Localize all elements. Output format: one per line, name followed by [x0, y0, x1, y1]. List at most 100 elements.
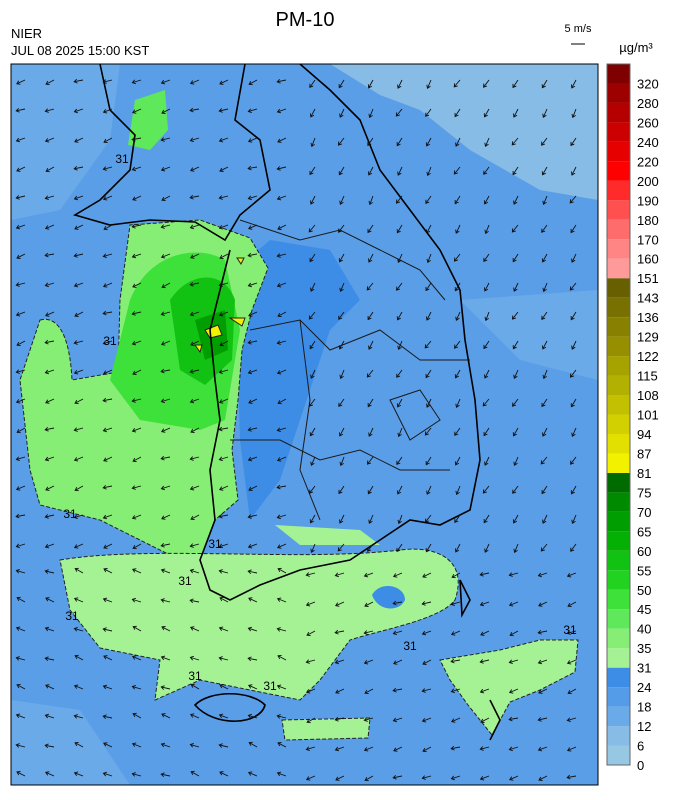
wind-arrow [73, 282, 84, 288]
color-swatch [607, 102, 630, 123]
wind-arrow [74, 398, 84, 405]
wind-arrow [190, 340, 200, 346]
wind-arrow [16, 771, 26, 777]
wind-arrow [570, 137, 577, 147]
wind-arrow [218, 626, 229, 632]
wind-arrow [277, 654, 287, 661]
wind-arrow [454, 108, 461, 118]
wind-arrow [218, 743, 229, 748]
wind-arrow [277, 311, 287, 318]
wind-arrow [483, 79, 490, 88]
color-swatch [607, 200, 630, 220]
wind-arrow [338, 340, 345, 350]
wind-arrow [569, 369, 577, 378]
wind-arrow [15, 369, 26, 374]
wind-arrow [397, 253, 403, 263]
wind-arrow [367, 311, 374, 321]
wind-arrow [131, 655, 142, 661]
wind-arrow [16, 79, 26, 85]
wind-arrow [73, 165, 84, 171]
wind-arrow [306, 717, 316, 724]
wind-arrow [396, 369, 403, 378]
level-label: 0 [637, 758, 644, 773]
wind-arrow [308, 398, 316, 407]
wind-arrow [421, 688, 432, 693]
wind-arrow [160, 772, 171, 778]
wind-arrow [513, 369, 519, 379]
wind-arrow [566, 717, 577, 723]
wind-arrow [482, 485, 490, 494]
wind-arrow [73, 714, 84, 719]
wind-arrow [276, 771, 287, 777]
province-border [230, 219, 470, 521]
wind-arrow [305, 746, 316, 752]
wind-arrow [161, 626, 171, 632]
wind-arrow [310, 543, 316, 554]
wind-arrow [103, 137, 113, 144]
wind-arrow [16, 683, 26, 690]
color-swatch [607, 395, 630, 415]
wind-arrow [102, 484, 113, 490]
wind-arrow [160, 311, 171, 317]
wind-arrow [425, 456, 432, 466]
pm-zone [275, 525, 380, 545]
wind-arrow [189, 311, 200, 317]
wind-arrow [479, 571, 490, 577]
wind-arrow [479, 746, 490, 751]
wind-arrow [363, 630, 374, 635]
color-swatch [607, 122, 630, 142]
wind-arrow [570, 398, 577, 408]
level-label: 280 [637, 96, 659, 111]
wind-arrow [566, 572, 577, 578]
low-zone [11, 64, 120, 220]
wind-arrow [44, 339, 55, 345]
wind-arrow [392, 600, 403, 606]
wind-arrow [102, 514, 113, 520]
wind-scale-label: 5 m/s [565, 23, 592, 35]
pm-zone [439, 639, 579, 736]
level-label: 170 [637, 232, 659, 247]
wind-arrow [450, 601, 461, 607]
wind-arrow [337, 543, 345, 552]
pm-zone [194, 257, 246, 354]
wind-arrow [15, 456, 26, 462]
wind-arrow [392, 687, 403, 693]
color-swatch [607, 161, 630, 181]
wind-arrow [542, 427, 548, 437]
wind-arrow [131, 253, 142, 259]
wind-arrow [541, 485, 548, 495]
wind-arrow [189, 137, 200, 143]
wind-arrow [44, 137, 55, 143]
wind-arrow [44, 224, 55, 230]
wind-arrow [247, 713, 258, 719]
wind-arrow [337, 137, 345, 146]
level-label: 45 [637, 602, 651, 617]
wind-arrow [305, 775, 316, 781]
datetime: JUL 08 2025 15:00 KST [11, 43, 149, 58]
wind-arrow [247, 137, 258, 143]
map-area [11, 64, 598, 785]
level-label: 320 [637, 76, 659, 91]
wind-arrow [425, 369, 432, 379]
wind-arrow [397, 514, 403, 525]
wind-arrow [218, 713, 229, 719]
wind-arrow [276, 484, 287, 490]
wind-arrow [132, 195, 142, 201]
level-label: 81 [637, 466, 651, 481]
wind-arrow [566, 774, 577, 780]
wind-arrow [248, 485, 258, 491]
wind-arrow [512, 514, 519, 524]
contour-label: 31 [65, 609, 79, 623]
wind-arrow [161, 713, 171, 719]
wind-arrow [396, 224, 403, 234]
wind-arrow [102, 771, 113, 777]
wind-arrow [44, 713, 55, 719]
wind-arrow [103, 369, 113, 375]
level-label: 50 [637, 583, 651, 598]
wind-arrow [74, 485, 84, 492]
color-swatch [607, 180, 630, 201]
wind-arrow [339, 282, 345, 293]
wind-arrow [426, 311, 432, 321]
wind-arrow [218, 569, 229, 574]
contour-label: 31 [563, 623, 577, 637]
